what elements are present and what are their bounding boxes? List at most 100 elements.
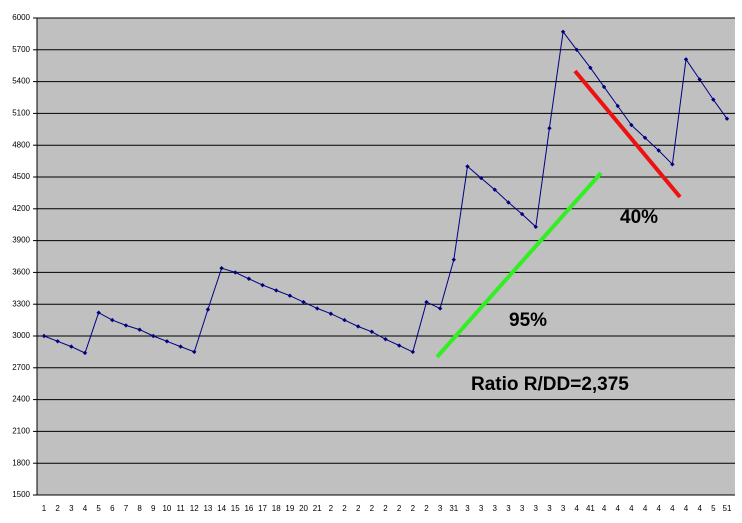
data-point xyxy=(328,311,334,316)
x-tick-label: 2 xyxy=(424,504,429,513)
x-tick-label: 20 xyxy=(299,504,308,513)
annotation: 40% xyxy=(620,207,658,228)
y-tick-label: 2400 xyxy=(12,395,30,404)
data-point xyxy=(465,164,470,169)
data-point xyxy=(219,265,224,271)
data-point xyxy=(178,344,183,349)
y-tick-label: 1500 xyxy=(12,490,30,499)
x-tick-label: 6 xyxy=(110,504,115,513)
y-tick-label: 5100 xyxy=(12,109,30,118)
data-point xyxy=(656,148,661,153)
x-tick-label: 2 xyxy=(397,504,402,513)
data-point xyxy=(560,29,566,34)
data-point xyxy=(192,349,197,355)
x-tick-label: 11 xyxy=(176,504,185,513)
x-tick-label: 1 xyxy=(42,504,47,513)
annotation: Ratio R/DD=2,375 xyxy=(471,374,629,395)
x-tick-label: 17 xyxy=(258,504,267,513)
y-tick-label: 5700 xyxy=(12,45,30,54)
y-tick-label: 3000 xyxy=(12,331,30,340)
data-point xyxy=(601,84,607,90)
x-tick-label: 4 xyxy=(83,504,88,513)
y-tick-label: 4200 xyxy=(12,204,30,213)
y-tick-label: 1800 xyxy=(12,458,30,467)
x-tick-label: 2 xyxy=(370,504,375,513)
data-point xyxy=(151,333,156,339)
data-point xyxy=(533,224,538,230)
data-point xyxy=(424,299,429,305)
series xyxy=(41,29,730,356)
data-point xyxy=(670,162,675,167)
data-point xyxy=(629,122,634,128)
data-point xyxy=(164,339,170,344)
data-point xyxy=(355,324,361,329)
x-tick-label: 3 xyxy=(69,504,74,513)
y-tick-label: 6000 xyxy=(12,13,30,22)
data-point xyxy=(137,327,142,332)
data-point xyxy=(205,307,211,312)
y-tick-label: 2700 xyxy=(12,363,30,372)
x-tick-label: 3 xyxy=(493,504,498,513)
x-tick-label: 4 xyxy=(602,504,607,513)
y-tick-label: 3300 xyxy=(12,299,30,308)
y-tick-label: 3900 xyxy=(12,236,30,245)
data-point xyxy=(410,349,416,355)
data-point xyxy=(437,306,443,311)
x-tick-label: 3 xyxy=(561,504,566,513)
data-point xyxy=(41,333,47,339)
x-tick-label: 8 xyxy=(137,504,142,513)
data-point xyxy=(110,317,115,323)
plot-area xyxy=(37,18,735,495)
data-point xyxy=(396,343,402,348)
data-point xyxy=(301,299,306,305)
data-point xyxy=(69,344,74,349)
annotation: 95% xyxy=(509,310,547,331)
y-tick-label: 4800 xyxy=(12,140,30,149)
x-tick-label: 3 xyxy=(506,504,511,513)
data-point xyxy=(642,135,648,140)
x-tick-label: 4 xyxy=(697,504,702,513)
y-tick-label: 3600 xyxy=(12,268,30,277)
x-tick-label: 5 xyxy=(96,504,101,513)
trend-line-up xyxy=(435,171,603,359)
x-tick-label: 4 xyxy=(684,504,689,513)
x-tick-label: 2 xyxy=(55,504,60,513)
data-point xyxy=(506,200,511,205)
x-tick-label: 4 xyxy=(656,504,661,513)
data-point xyxy=(315,306,320,311)
x-tick-label: 18 xyxy=(272,504,281,513)
trend-line-down xyxy=(573,69,682,199)
x-tick-label: 4 xyxy=(670,504,675,513)
data-point xyxy=(369,329,375,334)
x-tick-label: 2 xyxy=(411,504,416,513)
x-tick-label: 19 xyxy=(285,504,294,513)
data-point xyxy=(492,187,497,192)
y-tick-label: 4500 xyxy=(12,172,30,181)
x-tick-label: 3 xyxy=(465,504,470,513)
x-tick-label: 3 xyxy=(520,504,525,513)
data-point xyxy=(82,350,88,356)
x-tick-label: 2 xyxy=(356,504,361,513)
data-point xyxy=(260,282,265,288)
x-tick-label: 7 xyxy=(124,504,129,513)
data-point xyxy=(342,317,347,323)
data-point xyxy=(383,336,388,342)
x-tick-label: 16 xyxy=(244,504,253,513)
x-tick-label: 2 xyxy=(383,504,388,513)
data-point xyxy=(233,270,238,275)
x-tick-label: 13 xyxy=(203,504,212,513)
data-point xyxy=(574,47,579,52)
data-point xyxy=(287,293,293,298)
x-tick-label: 3 xyxy=(534,504,539,513)
data-point xyxy=(683,57,689,62)
x-tick-label: 4 xyxy=(615,504,620,513)
data-point xyxy=(451,257,456,262)
x-tick-label: 2 xyxy=(329,504,334,513)
x-tick-label: 51 xyxy=(723,504,732,513)
x-tick-label: 12 xyxy=(190,504,199,513)
x-tick-label: 5 xyxy=(711,504,716,513)
x-tick-label: 9 xyxy=(151,504,156,513)
data-point xyxy=(478,175,484,181)
x-tick-label: 4 xyxy=(643,504,648,513)
